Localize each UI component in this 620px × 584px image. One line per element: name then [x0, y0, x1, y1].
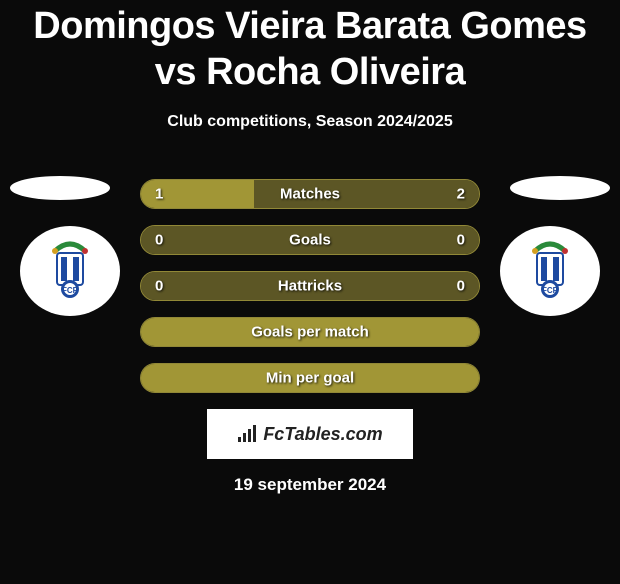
- stat-bar: Goals per match: [140, 317, 480, 347]
- brand-box: FcTables.com: [207, 409, 413, 459]
- right-crest: FCP: [500, 226, 600, 316]
- svg-text:FCP: FCP: [542, 286, 559, 295]
- date-text: 19 september 2024: [10, 475, 610, 495]
- right-flag: [510, 176, 610, 200]
- stat-bar: Min per goal: [140, 363, 480, 393]
- left-flag: [10, 176, 110, 200]
- bars-icon: [237, 425, 259, 443]
- stat-bar: 00Goals: [140, 225, 480, 255]
- subtitle: Club competitions, Season 2024/2025: [10, 113, 610, 131]
- bar-label: Hattricks: [141, 278, 479, 295]
- stats-bars: 12Matches 00Goals 00Hattricks Goals per mat…: [140, 179, 480, 393]
- bar-label: Goals per match: [141, 324, 479, 341]
- svg-text:FCP: FCP: [62, 286, 79, 295]
- brand-text: FcTables.com: [237, 424, 382, 445]
- fc-porto-crest-icon: FCP: [20, 226, 120, 316]
- stat-bar: 00Hattricks: [140, 271, 480, 301]
- bar-label: Goals: [141, 232, 479, 249]
- bar-label: Matches: [141, 186, 479, 203]
- stat-bar: 12Matches: [140, 179, 480, 209]
- page-title: Domingos Vieira Barata Gomes vs Rocha Ol…: [10, 4, 610, 95]
- brand-label: FcTables.com: [263, 424, 382, 445]
- bar-label: Min per goal: [141, 370, 479, 387]
- left-crest: FCP: [20, 226, 120, 316]
- fc-porto-crest-icon: FCP: [500, 226, 600, 316]
